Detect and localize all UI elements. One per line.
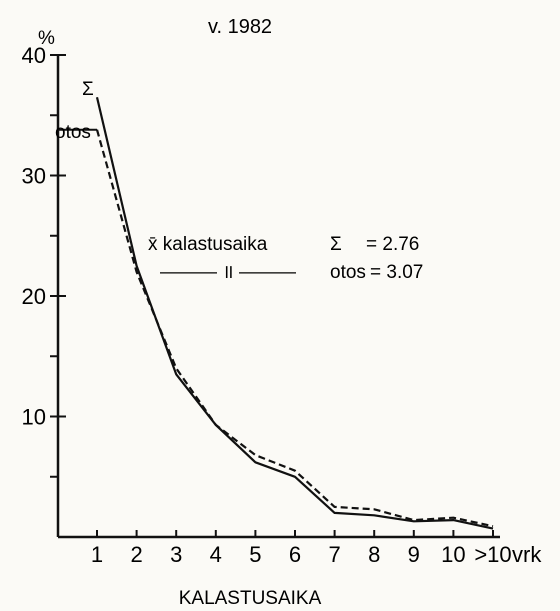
series-label-otos: otos (55, 122, 91, 143)
x-ticks: 1 2 3 4 5 6 7 8 9 10 >10 (91, 530, 512, 567)
chart-title: v. 1982 (208, 16, 272, 38)
series-line-sum (95, 96, 494, 530)
legend-entry-otos-value: = 3.07 (370, 262, 423, 283)
legend-ditto: ——— ॥ ——— (160, 262, 296, 283)
series-label-sum: Σ (82, 79, 94, 100)
x-axis-title: KALASTUSAIKA (179, 588, 322, 609)
y-tick-label-40: 40 (22, 43, 46, 68)
y-ticks: 10 20 30 40 (22, 43, 66, 478)
x-tick-label: 7 (328, 542, 340, 567)
legend-entry-sum-label: Σ (330, 234, 342, 255)
series-lines (58, 96, 494, 530)
legend-header: x̄ kalastusaika (148, 234, 268, 255)
x-tick-label: 10 (441, 542, 465, 567)
y-unit-label: % (38, 28, 55, 49)
y-tick-label-10: 10 (22, 405, 46, 430)
x-tick-label: 2 (130, 542, 142, 567)
series-line-otos (95, 129, 494, 528)
x-unit-label: vrk (512, 542, 542, 567)
y-tick-label-30: 30 (22, 164, 46, 189)
x-tick-label: 6 (289, 542, 301, 567)
x-tick-label: 8 (368, 542, 380, 567)
x-tick-label: >10 (474, 542, 511, 567)
y-tick-label-20: 20 (22, 284, 46, 309)
x-tick-label: 1 (91, 542, 103, 567)
x-tick-label: 3 (170, 542, 182, 567)
legend-entry-otos-label: otos (330, 262, 366, 283)
legend: x̄ kalastusaika ——— ॥ ——— Σ = 2.76 otos … (148, 234, 423, 283)
x-tick-label: 5 (249, 542, 261, 567)
legend-entry-sum-value: = 2.76 (366, 234, 419, 255)
x-tick-label: 9 (408, 542, 420, 567)
x-tick-label: 4 (210, 542, 222, 567)
